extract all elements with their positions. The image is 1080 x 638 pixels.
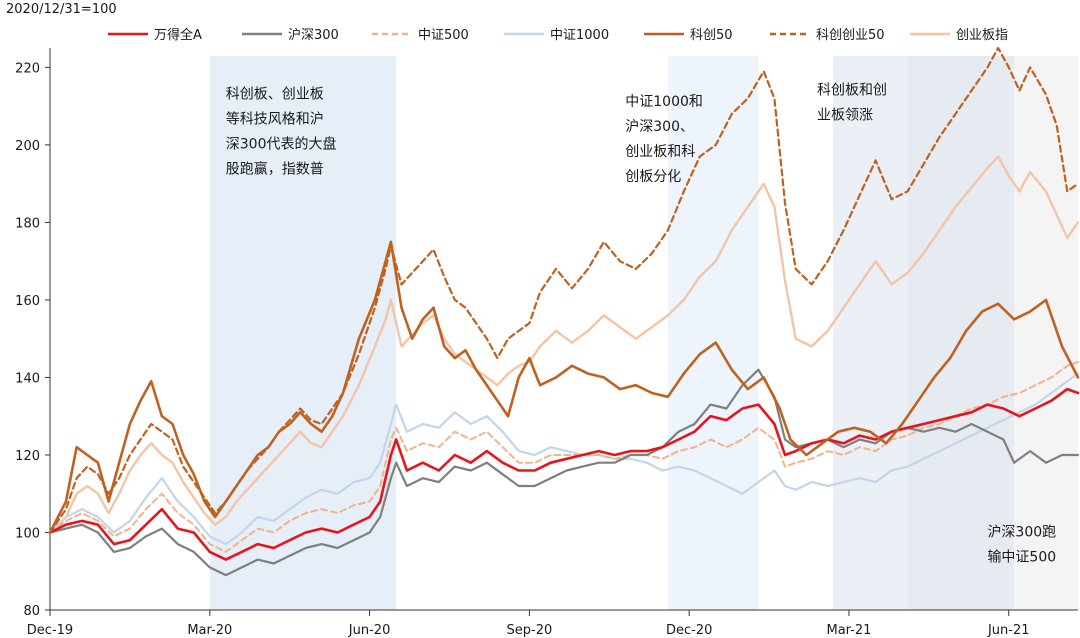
annotation-line: 深300代表的大盘 bbox=[226, 135, 337, 152]
unit-label: 2020/12/31=100 bbox=[6, 2, 117, 17]
y-tick-label: 140 bbox=[15, 371, 40, 386]
y-tick-label: 120 bbox=[15, 449, 40, 464]
shaded-periods bbox=[209, 56, 1078, 610]
series-line-4 bbox=[48, 240, 1080, 534]
series-line-6 bbox=[48, 155, 1080, 534]
annotation-line: 沪深300、 bbox=[625, 119, 694, 135]
annotation-line: 股跑赢，指数普 bbox=[226, 160, 324, 177]
y-tick-labels: 80 100 120 140 160 180 200 220 bbox=[15, 61, 50, 619]
x-tick-label: Mar-20 bbox=[187, 623, 232, 638]
x-tick-label: Jun-21 bbox=[987, 623, 1030, 638]
y-tick-label: 80 bbox=[23, 604, 40, 619]
x-tick-label: Dec-19 bbox=[27, 623, 73, 638]
annotation-3: 沪深300跑输中证500 bbox=[987, 524, 1056, 565]
annotation-line: 输中证500 bbox=[987, 549, 1056, 565]
annotation-line: 科创板和创 bbox=[817, 83, 887, 99]
legend-label: 科创创业50 bbox=[816, 28, 885, 43]
annotation-line: 等科技风格和沪 bbox=[226, 110, 324, 127]
annotation-2: 科创板和创业板领涨 bbox=[817, 83, 887, 124]
x-tick-label: Dec-20 bbox=[666, 623, 712, 638]
shaded-period-2 bbox=[832, 56, 908, 610]
y-tick-label: 220 bbox=[15, 61, 40, 76]
shaded-period-1 bbox=[667, 56, 759, 610]
series-line-3 bbox=[48, 372, 1080, 546]
legend: 万得全A 沪深300 中证500 中证1000 科创50 科创创业50 创业板指 bbox=[108, 27, 1008, 43]
legend-label: 中证500 bbox=[418, 28, 469, 43]
annotation-line: 科创板、创业板 bbox=[226, 86, 324, 102]
annotation-line: 业板领涨 bbox=[817, 108, 873, 124]
x-tick-label: Mar-21 bbox=[826, 623, 871, 638]
annotation-0: 科创板、创业板等科技风格和沪深300代表的大盘股跑赢，指数普 bbox=[226, 86, 337, 177]
annotation-1: 中证1000和沪深300、创业板和科创板分化 bbox=[625, 94, 703, 185]
legend-label: 创业板指 bbox=[956, 28, 1008, 43]
axes bbox=[49, 48, 1078, 611]
y-tick-label: 180 bbox=[15, 216, 40, 231]
annotation-line: 沪深300跑 bbox=[987, 524, 1056, 540]
legend-label: 沪深300 bbox=[288, 27, 339, 43]
annotation-line: 创板分化 bbox=[625, 169, 681, 185]
y-tick-label: 160 bbox=[15, 294, 40, 309]
legend-label: 中证1000 bbox=[550, 28, 609, 43]
y-tick-label: 100 bbox=[15, 526, 40, 541]
series-line-0 bbox=[48, 387, 1080, 561]
shaded-period-4 bbox=[1014, 56, 1078, 610]
series-line-2 bbox=[49, 360, 1079, 553]
annotations: 科创板、创业板等科技风格和沪深300代表的大盘股跑赢，指数普中证1000和沪深3… bbox=[226, 83, 1056, 566]
x-tick-label: Jun-20 bbox=[348, 623, 391, 638]
legend-label: 科创50 bbox=[690, 28, 733, 43]
y-tick-label: 200 bbox=[15, 139, 40, 154]
annotation-line: 中证1000和 bbox=[625, 94, 703, 110]
series-line-5 bbox=[48, 46, 1080, 534]
shaded-period-3 bbox=[907, 56, 1015, 610]
x-tick-labels: Dec-19 Mar-20 Jun-20 Sep-20 Dec-20 Mar-21 Jun-… bbox=[27, 610, 1030, 638]
annotation-line: 创业板和科 bbox=[625, 144, 695, 160]
series-lines bbox=[48, 46, 1080, 577]
x-tick-label: Sep-20 bbox=[507, 623, 553, 638]
legend-label: 万得全A bbox=[154, 27, 202, 43]
